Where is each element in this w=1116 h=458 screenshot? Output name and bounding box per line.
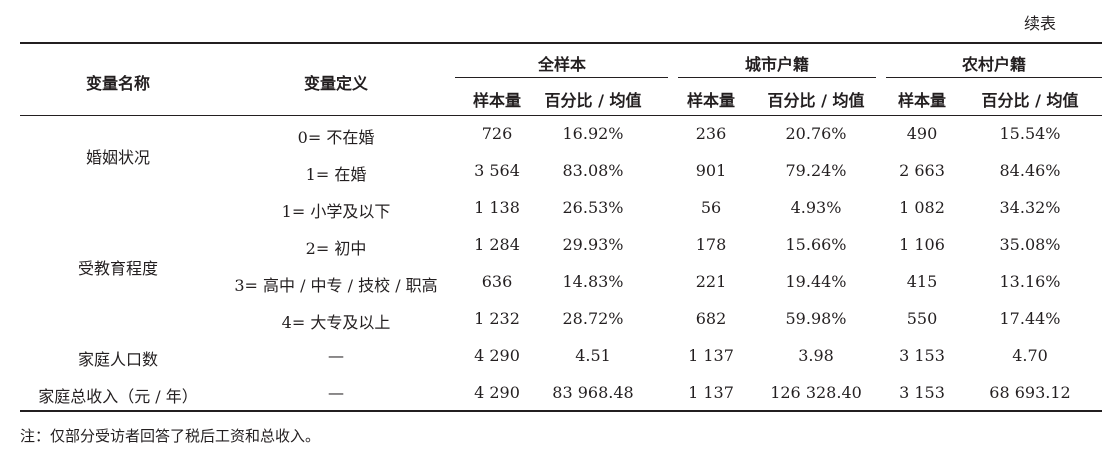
table-note: 注：仅部分受访者回答了税后工资和总收入。	[20, 427, 321, 445]
row-var-def: 4= 大专及以上	[281, 313, 391, 332]
table-cell: 3 564	[474, 161, 520, 180]
table-cell: 1 284	[474, 235, 520, 254]
row-var-def: 3= 高中 / 中专 / 技校 / 职高	[234, 276, 438, 295]
table-cell: 28.72%	[562, 309, 624, 328]
table-cell: 1 137	[688, 346, 734, 365]
row-var-def: 2= 初中	[305, 239, 367, 258]
table-cell: 3 153	[899, 346, 945, 365]
table-cell: 636	[481, 272, 513, 291]
subheader-cell: 百分比 / 均值	[981, 91, 1079, 110]
row-var-def: 1= 在婚	[305, 165, 367, 184]
subheader-cell: 百分比 / 均值	[767, 91, 865, 110]
table-cell: 682	[695, 309, 727, 328]
header-group-rural: 农村户籍	[961, 55, 1027, 74]
header-var-def: 变量定义	[303, 74, 369, 93]
table-cell: 236	[695, 124, 727, 143]
table-cell: 56	[700, 198, 722, 217]
table-cell: 17.44%	[999, 309, 1061, 328]
table-cell: 26.53%	[562, 198, 624, 217]
table-cell: 19.44%	[785, 272, 847, 291]
table-cell: 83 968.48	[552, 383, 634, 402]
table-cell: 4 290	[474, 383, 520, 402]
table-cell: 79.24%	[785, 161, 847, 180]
table-cell: 16.92%	[562, 124, 624, 143]
group-rule-urban	[678, 77, 876, 78]
table-cell: 550	[906, 309, 938, 328]
table-cell: 178	[695, 235, 727, 254]
subheader-cell: 样本量	[472, 91, 522, 110]
table-cell: 1 082	[899, 198, 945, 217]
table-cell: 83.08%	[562, 161, 624, 180]
header-group-full: 全样本	[537, 55, 587, 74]
continued-label: 续表	[1023, 14, 1056, 33]
table-cell: 1 137	[688, 383, 734, 402]
table-cell: 4.93%	[790, 198, 842, 217]
row-var-def: 1= 小学及以下	[281, 202, 391, 221]
table-cell: 4.70	[1012, 346, 1048, 365]
table-cell: 1 138	[474, 198, 520, 217]
table-cell: 14.83%	[562, 272, 624, 291]
table-cell: 126 328.40	[770, 383, 862, 402]
subheader-cell: 样本量	[897, 91, 947, 110]
table-top-rule	[20, 42, 1102, 44]
subheader-cell: 百分比 / 均值	[544, 91, 642, 110]
row-var-def: —	[328, 383, 344, 402]
header-group-urban: 城市户籍	[744, 55, 810, 74]
table-cell: 3 153	[899, 383, 945, 402]
table-cell: 3.98	[798, 346, 834, 365]
table-cell: 221	[695, 272, 727, 291]
table-cell: 1 106	[899, 235, 945, 254]
group-label-marital: 婚姻状况	[85, 148, 151, 167]
table-cell: 726	[481, 124, 513, 143]
header-var-name: 变量名称	[85, 74, 151, 93]
table-cell: 13.16%	[999, 272, 1061, 291]
header-bottom-rule	[20, 115, 1102, 116]
table-cell: 4.51	[575, 346, 611, 365]
table-cell: 34.32%	[999, 198, 1061, 217]
table-cell: 2 663	[899, 161, 945, 180]
table-bottom-rule	[20, 410, 1102, 412]
table-cell: 68 693.12	[989, 383, 1071, 402]
group-rule-rural	[886, 77, 1102, 78]
table-cell: 20.76%	[785, 124, 847, 143]
row-var-name: 家庭总收入（元 / 年）	[38, 387, 198, 406]
subheader-cell: 样本量	[686, 91, 736, 110]
table-cell: 15.54%	[999, 124, 1061, 143]
row-var-def: 0= 不在婚	[297, 128, 375, 147]
table-cell: 59.98%	[785, 309, 847, 328]
table-cell: 15.66%	[785, 235, 847, 254]
table-cell: 901	[695, 161, 727, 180]
table-cell: 29.93%	[562, 235, 624, 254]
table-cell: 1 232	[474, 309, 520, 328]
row-var-name: 家庭人口数	[77, 350, 159, 369]
group-label-education: 受教育程度	[77, 259, 159, 278]
group-rule-full	[455, 77, 668, 78]
table-cell: 490	[906, 124, 938, 143]
table-cell: 415	[906, 272, 938, 291]
table-cell: 35.08%	[999, 235, 1061, 254]
row-var-def: —	[328, 346, 344, 365]
table-cell: 84.46%	[999, 161, 1061, 180]
table-cell: 4 290	[474, 346, 520, 365]
